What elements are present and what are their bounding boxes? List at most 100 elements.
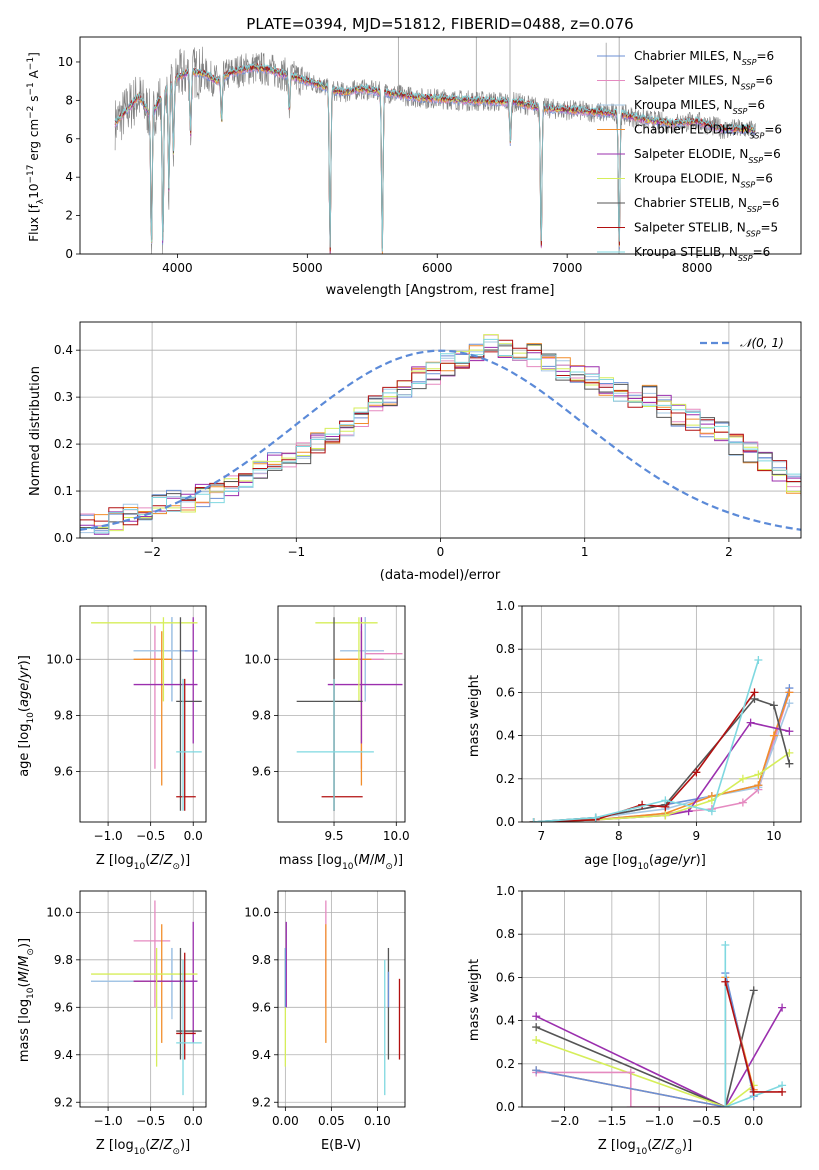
- mw-age-marker-chabrier_elodie: [769, 731, 778, 740]
- mwage-xlabel: age [log10(age/yr)]: [584, 853, 706, 872]
- mw-age-marker-salpeter_miles: [738, 798, 747, 807]
- mw-age-marker-chabrier_stelib: [785, 759, 794, 768]
- y-tick-label: 0.4: [496, 1014, 515, 1028]
- y-tick-label: 9.6: [54, 1000, 73, 1014]
- legend-sub: SSP: [750, 131, 765, 140]
- x-tick-label: −0.5: [136, 829, 165, 843]
- y-tick-label: 0.4: [496, 729, 515, 743]
- legend-sub: SSP: [746, 229, 761, 238]
- residuals-xlabel: (data-model)/error: [380, 568, 501, 583]
- axes-frame: [277, 605, 406, 823]
- mw-z-marker-salpeter_miles: [626, 1068, 635, 1077]
- y-tick-label: 0.8: [496, 642, 515, 656]
- mwz-ylabel: mass weight: [467, 959, 482, 1041]
- mw-z-line-salpeter_elodie: [535, 1007, 783, 1107]
- legend-sub: SSP: [748, 156, 763, 165]
- legend-tail: =6: [764, 123, 782, 137]
- mass-vs-z-panel: −1.0 −0.5 0.0 9.2 9.4 9.6 9.8 10.0: [46, 890, 207, 1128]
- mw-z-marker-salpeter_stelib: [721, 977, 730, 986]
- y-tick-label: 4: [65, 170, 73, 184]
- agez-ylabel: age [log10(age/yr)]: [17, 655, 36, 777]
- mw-age-marker-kroupa_elodie: [661, 811, 670, 820]
- massweight-vs-z-panel: −2.0 −1.5 −1.0 −0.5 0.0 0.0 0.2 0.4 0.6 0.8 1.0: [496, 884, 802, 1128]
- mw-age-marker-chabrier_elodie: [754, 781, 763, 790]
- axes-frame: [79, 36, 802, 255]
- x-tick-label: −1.0: [94, 829, 123, 843]
- y-tick-label: 10.0: [244, 905, 271, 919]
- mw-age-marker-kroupa_elodie: [738, 774, 747, 783]
- x-tick-label: 0.05: [318, 1114, 345, 1128]
- mw-age-line-kroupa_stelib: [533, 659, 760, 822]
- spectrum-legend: Chabrier MILES, NSSP=6 Salpeter MILES, NS…: [597, 49, 782, 263]
- legend-tail: =6: [756, 49, 774, 63]
- legend-label: Salpeter STELIB, NSSP=5: [634, 221, 778, 239]
- x-tick-label: 0.0: [184, 1114, 203, 1128]
- legend-tail: =6: [753, 245, 771, 259]
- x-tick-label: 8: [615, 829, 623, 843]
- mw-age-marker-kroupa_stelib: [707, 807, 716, 816]
- mw-age-marker-kroupa_stelib: [661, 796, 670, 805]
- x-tick-label: 2: [725, 545, 733, 559]
- legend-label: Chabrier STELIB, NSSP=6: [634, 196, 779, 214]
- y-tick-label: 10.0: [46, 905, 73, 919]
- plot-area: [296, 617, 403, 811]
- massz-ylabel: mass [log10(M/M⊙)]: [17, 938, 36, 1062]
- normal-legend-label: 𝒩(0, 1): [740, 336, 784, 350]
- massz-xlabel: Z [log10(Z/Z⊙)]: [96, 1138, 190, 1157]
- mw-z-marker-salpeter_stelib: [778, 1087, 787, 1096]
- y-tick-label: 9.6: [252, 765, 271, 779]
- mw-age-marker-salpeter_elodie: [746, 718, 755, 727]
- x-tick-label: −1.5: [597, 1114, 626, 1128]
- residual-hist-chabrier_miles: [80, 343, 801, 538]
- axes-frame: [521, 890, 802, 1108]
- mw-age-marker-kroupa_stelib: [529, 818, 538, 822]
- x-tick-label: 0: [437, 545, 445, 559]
- x-tick-label: 9: [693, 829, 701, 843]
- x-tick-label: 10: [766, 829, 781, 843]
- y-tick-label: 9.4: [54, 1048, 73, 1062]
- residual-hist-salpeter_stelib: [80, 339, 801, 538]
- axes-frame: [521, 605, 802, 823]
- legend-label: Kroupa ELODIE, NSSP=6: [634, 172, 773, 190]
- y-tick-label: 0.0: [496, 1100, 515, 1114]
- y-tick-label: 0.3: [54, 390, 73, 404]
- mw-z-marker-chabrier_miles: [532, 1066, 541, 1075]
- mw-age-line-salpeter_stelib: [533, 691, 756, 822]
- x-tick-label: 7: [538, 829, 546, 843]
- y-tick-label: 9.2: [54, 1095, 73, 1109]
- legend-sub: SSP: [742, 58, 757, 67]
- x-tick-label: 10.0: [383, 829, 410, 843]
- mw-z-marker-chabrier_stelib: [532, 1023, 541, 1032]
- residual-hist-chabrier_elodie: [80, 343, 801, 538]
- mw-z-marker-salpeter_stelib: [749, 1087, 758, 1096]
- spectrum-ylabel: Flux [fλ10−17 erg cm−2 s−1 A−1]: [26, 52, 46, 242]
- y-tick-label: 8: [65, 93, 73, 107]
- x-tick-label: 8000: [682, 261, 713, 275]
- plot-area: [114, 37, 756, 254]
- y-tick-label: 0.8: [496, 927, 515, 941]
- legend-sub: SSP: [747, 205, 762, 214]
- axes-frame: [277, 890, 406, 1108]
- y-tick-label: 9.8: [252, 708, 271, 722]
- legend-tail: =6: [755, 172, 773, 186]
- y-tick-label: 1.0: [496, 599, 515, 613]
- y-tick-label: 0.2: [496, 1057, 515, 1071]
- y-tick-label: 0.0: [496, 815, 515, 829]
- mw-z-marker-kroupa_elodie: [532, 1036, 541, 1045]
- mw-z-line-chabrier_stelib: [535, 990, 755, 1107]
- x-tick-label: 9.5: [324, 829, 343, 843]
- mw-age-marker-kroupa_stelib: [754, 656, 763, 664]
- legend-tail: =5: [760, 221, 778, 235]
- y-tick-label: 9.4: [252, 1048, 271, 1062]
- mw-age-marker-chabrier_stelib: [769, 701, 778, 710]
- x-tick-label: 1: [581, 545, 589, 559]
- mw-z-line-chabrier_elodie: [536, 977, 755, 1107]
- legend-label: Chabrier MILES, NSSP=6: [634, 49, 774, 67]
- mw-age-marker-chabrier_elodie: [785, 688, 794, 697]
- y-tick-label: 0.1: [54, 484, 73, 498]
- y-tick-label: 10: [58, 55, 73, 69]
- mw-age-line-salpeter_miles: [533, 692, 791, 822]
- y-tick-label: 6: [65, 132, 73, 146]
- axes-frame: [79, 605, 207, 823]
